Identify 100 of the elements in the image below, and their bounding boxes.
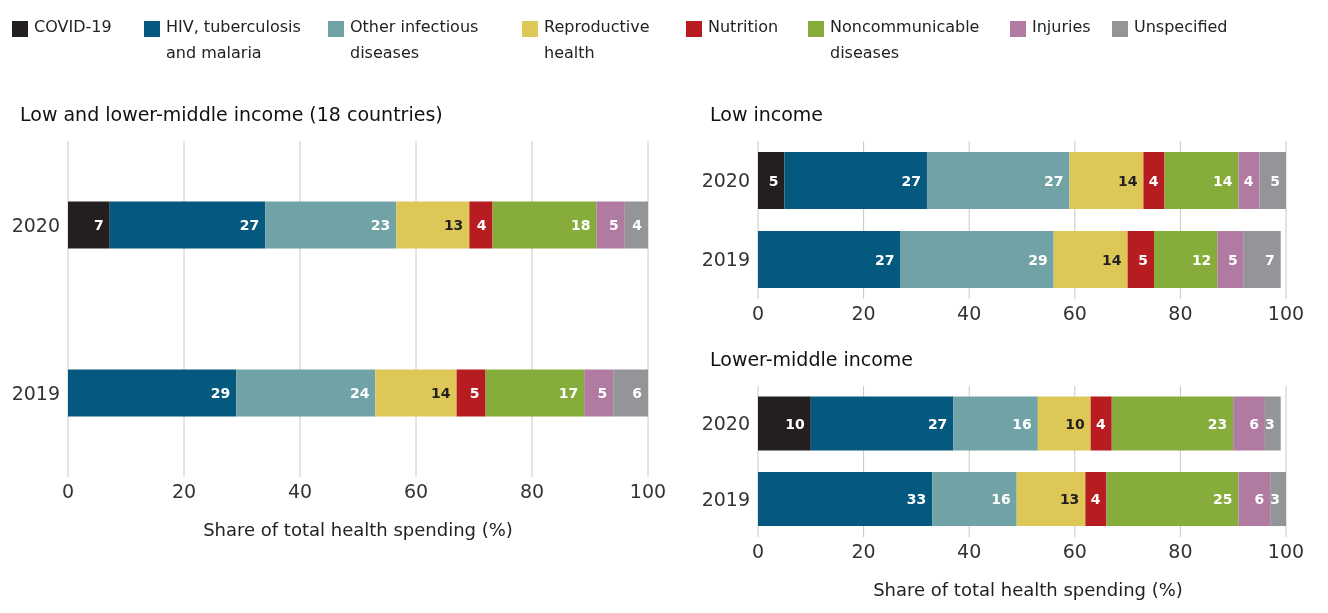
bar [265,201,397,249]
data-label: 14 [1117,172,1138,189]
data-label: 5 [1228,251,1238,268]
bar [1090,396,1112,451]
bar [236,369,376,417]
bar [1233,396,1265,451]
data-label: 4 [1148,172,1159,189]
data-label: 3 [1264,415,1275,432]
bar [1238,472,1271,527]
data-label: 4 [1096,415,1107,432]
bar [900,231,1054,289]
x-tick-label: 80 [1168,302,1193,325]
bar [953,396,1038,451]
y-tick-label: 2019 [11,381,60,404]
bar [492,201,597,249]
x-tick-label: 40 [957,540,982,563]
bar [596,201,625,249]
x-tick-label: 20 [171,480,197,503]
legend-label: Nutrition [708,16,779,38]
x-tick-label: 80 [1168,540,1193,563]
bar [613,369,648,417]
bar [1053,231,1128,289]
x-tick-label: 0 [751,302,765,325]
bar [1111,396,1234,451]
data-label: 5 [1138,251,1148,268]
bar [469,201,493,249]
data-label: 23 [370,216,391,233]
bar [456,369,486,417]
data-label: 5 [768,172,779,189]
y-tick-label: 2020 [701,169,750,192]
bar [68,201,110,249]
legend-label: COVID-19 [34,16,112,38]
bar [1069,152,1144,210]
x-tick-label: 40 [957,302,982,325]
data-label: 27 [901,172,921,189]
data-label: 14 [1213,172,1233,189]
bar [1264,396,1281,451]
bar [1217,231,1244,289]
x-tick-label: 60 [1062,302,1087,325]
data-label: 6 [632,384,642,401]
bar [1085,472,1107,527]
data-label: 10 [1065,415,1085,432]
legend-label: Reproductive health [544,16,651,64]
bar [375,369,457,417]
bar [1016,472,1086,527]
data-label: 4 [1243,172,1254,189]
legend-label: Unspecified [1134,16,1228,38]
x-tick-label: 40 [287,480,313,503]
bar [758,152,785,210]
x-tick-label: 100 [629,480,667,503]
bar [1127,231,1154,289]
x-tick-label: 0 [751,540,765,563]
bar [624,201,648,249]
chart-title: Lower-middle income [710,348,914,370]
bar [68,369,237,417]
data-label: 4 [632,216,643,233]
data-label: 7 [94,216,104,233]
data-label: 7 [1264,251,1275,268]
data-label: 5 [597,384,608,401]
x-tick-label: 60 [403,480,429,503]
bar [1270,472,1286,527]
legend-label: Noncommunicable diseases [830,16,981,64]
data-label: 27 [239,216,260,233]
data-label: 3 [1270,491,1280,508]
x-tick-label: 60 [1062,540,1087,563]
bar [758,231,901,289]
legend-label: Injuries [1032,16,1091,38]
bar [1154,231,1218,289]
x-axis-title: Share of total health spending (%) [872,579,1184,600]
bar [485,369,585,417]
data-label: 13 [443,216,464,233]
data-label: 25 [1213,491,1233,508]
data-label: 27 [1044,172,1064,189]
data-label: 18 [570,216,591,233]
bar [396,201,470,249]
bar [1243,231,1281,289]
bar [1164,152,1239,210]
x-tick-label: 0 [61,480,75,503]
data-label: 27 [927,415,948,432]
x-tick-label: 100 [1267,540,1305,563]
data-label: 13 [1059,491,1080,508]
x-tick-label: 100 [1267,302,1305,325]
chart-title: Low income [710,103,824,125]
x-tick-label: 80 [519,480,545,503]
bar [932,472,1017,527]
y-tick-label: 2020 [11,213,60,236]
data-label: 17 [558,384,579,401]
bar [926,152,1070,210]
data-label: 6 [1249,415,1259,432]
x-tick-label: 20 [851,540,876,563]
data-label: 24 [349,384,370,401]
data-label: 5 [469,384,480,401]
data-label: 4 [1090,491,1101,508]
bar [584,369,614,417]
bar [810,396,954,451]
bar [1106,472,1239,527]
y-tick-label: 2019 [701,487,750,510]
data-label: 27 [875,251,895,268]
x-tick-label: 20 [851,302,876,325]
x-axis-title: Share of total health spending (%) [202,519,514,540]
